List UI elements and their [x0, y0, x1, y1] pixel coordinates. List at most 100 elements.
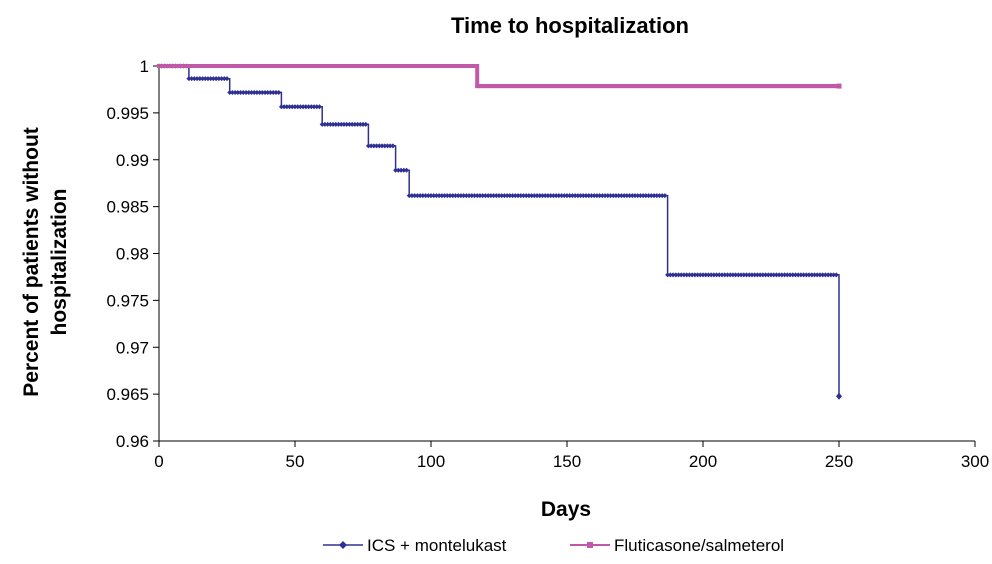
- data-point-0: [578, 193, 584, 199]
- data-point-0: [327, 121, 333, 127]
- data-point-1: [526, 84, 531, 89]
- data-point-0: [398, 167, 404, 173]
- data-point-0: [186, 76, 192, 82]
- data-point-0: [496, 193, 502, 199]
- data-point-1: [556, 84, 561, 89]
- data-point-1: [687, 84, 692, 89]
- data-point-1: [434, 64, 439, 68]
- data-point-0: [406, 193, 412, 199]
- data-point-0: [270, 89, 276, 95]
- data-point-0: [439, 193, 445, 199]
- data-point-0: [469, 193, 475, 199]
- data-point-0: [776, 272, 782, 278]
- data-point-0: [262, 89, 268, 95]
- data-point-1: [341, 64, 346, 68]
- data-point-1: [448, 64, 453, 68]
- data-point-1: [355, 64, 360, 68]
- data-point-1: [475, 84, 480, 89]
- data-point-0: [651, 193, 657, 199]
- data-point-0: [580, 193, 586, 199]
- data-point-0: [798, 272, 804, 278]
- data-point-0: [812, 272, 818, 278]
- data-point-1: [722, 84, 727, 89]
- data-point-1: [480, 84, 485, 89]
- data-point-1: [605, 84, 610, 89]
- data-point-0: [319, 121, 325, 127]
- data-point-1: [646, 84, 651, 89]
- data-point-0: [382, 143, 388, 149]
- data-point-0: [591, 193, 597, 199]
- data-point-1: [225, 64, 229, 68]
- data-point-1: [472, 64, 477, 68]
- data-point-0: [278, 104, 284, 110]
- data-point-0: [308, 104, 314, 110]
- data-point-0: [499, 193, 505, 199]
- data-point-1: [336, 64, 341, 68]
- data-point-0: [724, 272, 730, 278]
- data-point-1: [265, 64, 270, 68]
- y-tick-label: 1: [140, 57, 149, 76]
- data-point-0: [200, 76, 206, 82]
- data-point-0: [330, 121, 336, 127]
- data-point-1: [798, 84, 803, 89]
- data-point-0: [229, 89, 235, 95]
- data-point-1: [469, 64, 474, 68]
- data-point-0: [219, 76, 225, 82]
- data-point-0: [461, 193, 467, 199]
- data-point-1: [458, 64, 463, 68]
- data-point-0: [714, 272, 720, 278]
- data-point-0: [520, 193, 526, 199]
- data-point-1: [744, 84, 749, 89]
- data-point-1: [747, 84, 752, 89]
- data-point-1: [554, 84, 559, 89]
- data-point-0: [336, 121, 342, 127]
- data-point-0: [738, 272, 744, 278]
- data-point-1: [401, 64, 406, 68]
- data-point-1: [284, 64, 289, 68]
- data-point-1: [573, 84, 578, 89]
- data-point-1: [665, 84, 670, 89]
- data-point-0: [711, 272, 717, 278]
- y-tick-label: 0.99: [116, 151, 149, 170]
- data-point-1: [736, 84, 741, 89]
- data-point-0: [659, 193, 665, 199]
- data-point-1: [317, 64, 322, 68]
- data-point-1: [170, 64, 175, 68]
- data-point-1: [409, 64, 414, 68]
- data-point-1: [295, 64, 300, 68]
- data-point-0: [744, 272, 750, 278]
- data-point-1: [290, 64, 295, 68]
- data-point-1: [711, 84, 716, 89]
- data-point-0: [254, 89, 260, 95]
- data-point-1: [314, 64, 319, 68]
- data-point-1: [276, 64, 281, 68]
- data-point-1: [559, 84, 564, 89]
- data-point-0: [322, 121, 328, 127]
- data-point-1: [562, 84, 567, 89]
- data-point-0: [300, 104, 306, 110]
- data-point-1: [720, 84, 725, 89]
- data-point-1: [380, 64, 385, 68]
- data-point-1: [165, 64, 170, 68]
- data-point-0: [820, 272, 826, 278]
- data-point-1: [244, 64, 249, 68]
- data-point-0: [333, 121, 339, 127]
- data-point-1: [565, 84, 569, 89]
- data-point-1: [331, 64, 336, 68]
- data-point-0: [542, 193, 548, 199]
- data-point-1: [635, 84, 640, 89]
- data-point-0: [730, 272, 736, 278]
- data-point-0: [616, 193, 622, 199]
- data-point-0: [493, 193, 499, 199]
- y-axis-title: Percent of patients without hospitalizat…: [20, 127, 71, 397]
- data-point-0: [194, 76, 200, 82]
- data-point-1: [760, 84, 765, 89]
- data-point-0: [213, 76, 219, 82]
- data-point-1: [507, 84, 512, 89]
- data-point-0: [472, 193, 478, 199]
- data-point-1: [543, 84, 548, 89]
- data-point-0: [341, 121, 347, 127]
- data-point-0: [695, 272, 701, 278]
- data-point-1: [766, 84, 771, 89]
- data-point-1: [739, 84, 744, 89]
